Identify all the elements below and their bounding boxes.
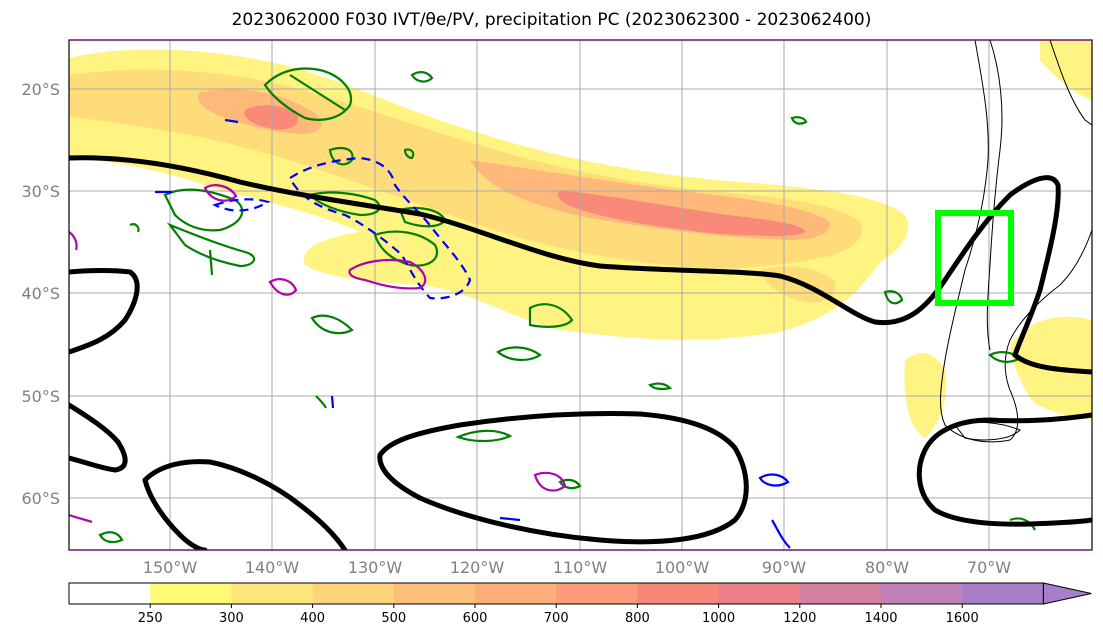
longitude-labels: 150°W 140°W 130°W 120°W 110°W 100°W 90°W…	[143, 558, 1011, 577]
theta-e-contour	[142, 459, 348, 550]
lat-label: 60°S	[21, 489, 60, 508]
andes-border	[986, 40, 1003, 351]
theta-e-contours	[69, 155, 1092, 550]
pv-contour	[496, 346, 542, 361]
lat-label: 20°S	[21, 80, 60, 99]
lat-label: 50°S	[21, 387, 60, 406]
pv-strong-contour	[203, 184, 238, 202]
lon-label: 150°W	[143, 558, 198, 577]
colorbar-segment	[556, 583, 638, 604]
pv-contour	[315, 395, 327, 409]
pv-contour	[454, 429, 513, 443]
pv-contour	[166, 222, 256, 268]
colorbar-tick-label: 1600	[946, 611, 979, 626]
pv-contours-blue	[155, 118, 791, 549]
colorbar-tick-label: 1400	[864, 611, 897, 626]
pv-contour	[410, 71, 434, 83]
pv-strong-contour	[533, 471, 567, 492]
pv-contour	[208, 249, 214, 276]
pv-negative-contour	[330, 395, 335, 409]
ivt-band-800	[244, 105, 299, 130]
pv-contour	[289, 74, 346, 111]
theta-e-contour	[69, 402, 128, 473]
map-title: 2023062000 F030 IVT/θe/PV, precipitation…	[231, 10, 872, 30]
theta-e-contour	[142, 477, 208, 550]
pv-contour	[163, 188, 244, 232]
colorbar-segment	[881, 583, 963, 604]
pv-contour	[883, 290, 904, 305]
lon-label: 100°W	[655, 558, 710, 577]
pv-contour	[98, 531, 124, 544]
pv-negative-contour	[224, 118, 239, 124]
pv-contour	[648, 382, 673, 391]
pv-negative-contour	[499, 516, 521, 522]
theta-e-contour	[377, 411, 749, 545]
pv-contours-magenta	[69, 184, 567, 524]
lon-label: 70°W	[967, 558, 1011, 577]
colorbar-segment	[393, 583, 476, 604]
colorbar-tick-label: 1200	[783, 611, 816, 626]
colorbar-tick-label: 1000	[702, 611, 735, 626]
colorbar-tick-label: 250	[138, 611, 163, 626]
pv-negative-contour-dashed	[288, 156, 472, 300]
lon-label: 80°W	[865, 558, 909, 577]
colorbar-segment	[799, 583, 882, 604]
pv-strong-contour	[69, 513, 93, 524]
pv-contour	[528, 303, 574, 328]
pv-negative-contour	[771, 519, 791, 549]
lon-label: 120°W	[450, 558, 505, 577]
colorbar-segment	[69, 583, 151, 604]
theta-e-contour	[916, 412, 1092, 527]
lat-label: 30°S	[21, 182, 60, 201]
pv-strong-contour	[69, 231, 78, 251]
lat-label: 40°S	[21, 284, 60, 303]
pv-contour	[403, 148, 415, 160]
lon-label: 110°W	[553, 558, 608, 577]
ivt-band-250-d	[1040, 40, 1092, 100]
pv-negative-contour-dashed	[212, 198, 271, 212]
pv-contour	[263, 67, 353, 121]
theta-e-contour	[69, 268, 140, 355]
coast-north	[1049, 40, 1092, 126]
colorbar-tick-label: 700	[544, 611, 569, 626]
colorbar-tick-label: 600	[463, 611, 488, 626]
colorbar-extend-arrow	[1042, 582, 1092, 605]
pv-contour	[1009, 517, 1036, 531]
lon-label: 90°W	[762, 558, 806, 577]
lon-label: 140°W	[245, 558, 300, 577]
pv-contour	[373, 230, 438, 267]
colorbar-tick-label: 400	[300, 611, 325, 626]
colorbar-tick-label: 300	[219, 611, 244, 626]
pv-contour	[790, 116, 808, 125]
colorbar-tick-label: 800	[625, 611, 650, 626]
pv-contour	[328, 146, 354, 166]
colorbar-segment	[718, 583, 801, 604]
latitude-labels: 20°S 30°S 40°S 50°S 60°S	[21, 80, 60, 508]
colorbar-segment	[150, 583, 232, 604]
theta-e-contour	[69, 155, 1092, 375]
pv-strong-contour	[348, 259, 427, 290]
colorbar-segment	[231, 583, 314, 604]
colorbar: 250 300 400 500 600 700 800 1000 1200 1400 1600	[68, 582, 1092, 626]
pv-contour	[310, 314, 354, 335]
colorbar-segment	[637, 583, 720, 604]
pv-strong-contour	[268, 278, 298, 296]
pv-negative-contour	[758, 473, 790, 487]
pv-contour	[129, 223, 140, 233]
target-region-box	[935, 210, 1014, 306]
lon-label: 130°W	[348, 558, 403, 577]
colorbar-tick-label: 500	[381, 611, 406, 626]
colorbar-segment	[475, 583, 557, 604]
colorbar-segment	[962, 583, 1044, 604]
ivt-band-800-b	[557, 190, 805, 236]
colorbar-segment	[312, 583, 395, 604]
